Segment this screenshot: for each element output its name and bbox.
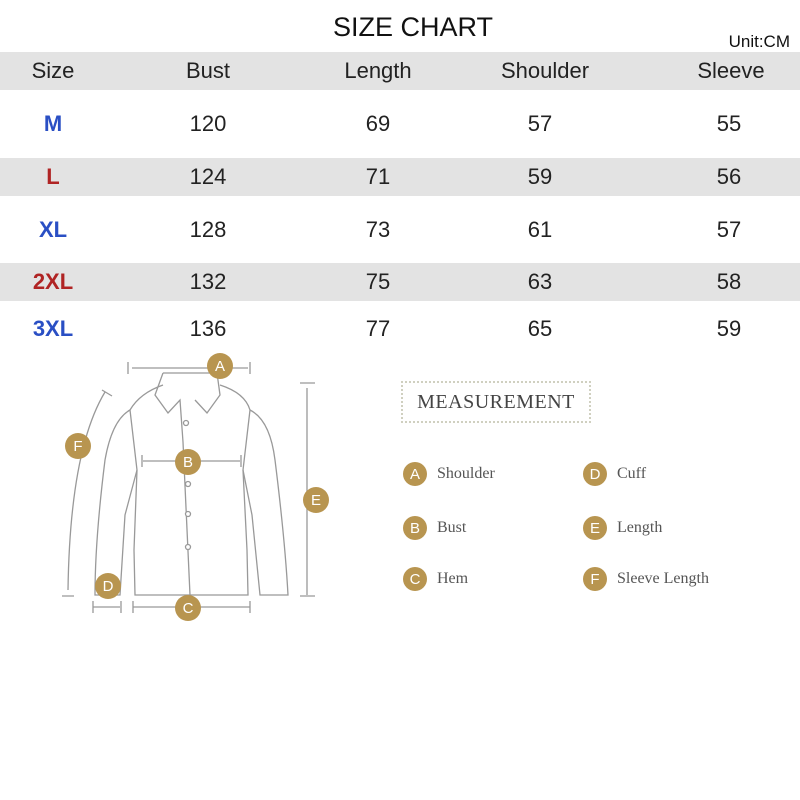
- diagram-badge-a: A: [207, 353, 233, 379]
- legend-badge: B: [403, 516, 427, 540]
- header-size: Size: [31, 58, 75, 83]
- legend-badge: C: [403, 567, 427, 591]
- legend-badge: F: [583, 567, 607, 591]
- value-cell: 120: [189, 111, 227, 136]
- value-cell: 58: [716, 269, 742, 294]
- legend-badge: D: [583, 462, 607, 486]
- value-cell: 57: [716, 217, 742, 242]
- value-cell: 63: [527, 269, 553, 294]
- legend-label: Length: [617, 519, 663, 536]
- legend-item-cuff: D Cuff: [583, 462, 646, 486]
- value-cell: 59: [527, 164, 553, 189]
- table-row: L 124 71 59 56: [0, 158, 800, 196]
- table-header: Size Bust Length Shoulder Sleeve: [0, 52, 800, 90]
- table-row: 3XL 136 77 65 59: [0, 310, 800, 348]
- legend-item-sleeve-length: F Sleeve Length: [583, 567, 709, 591]
- value-cell: 75: [365, 269, 391, 294]
- value-cell: 136: [189, 316, 227, 341]
- page-title: SIZE CHART: [332, 12, 494, 42]
- legend-label: Bust: [437, 519, 467, 536]
- shirt-outline: [94, 372, 289, 596]
- unit-label: Unit:CM: [728, 32, 790, 51]
- size-cell: 2XL: [32, 269, 74, 294]
- legend-badge: A: [403, 462, 427, 486]
- shirt-diagram: [62, 362, 315, 613]
- value-cell: 132: [189, 269, 227, 294]
- header-sleeve: Sleeve: [697, 58, 765, 83]
- table-row: 2XL 132 75 63 58: [0, 263, 800, 301]
- header-shoulder: Shoulder: [500, 58, 590, 83]
- legend-label: Cuff: [617, 465, 647, 482]
- legend-item-hem: C Hem: [403, 567, 468, 591]
- value-cell: 128: [189, 217, 227, 242]
- size-cell: M: [43, 111, 63, 136]
- value-cell: 69: [365, 111, 391, 136]
- diagram-badge-d: D: [95, 573, 121, 599]
- diagram-badge-c: C: [175, 595, 201, 621]
- legend-label: Shoulder: [437, 465, 495, 482]
- value-cell: 65: [527, 316, 553, 341]
- value-cell: 57: [527, 111, 553, 136]
- size-cell: L: [46, 164, 60, 189]
- diagram-badge-b: B: [175, 449, 201, 475]
- legend-label: Hem: [437, 570, 469, 587]
- table-row: M 120 69 57 55: [0, 105, 800, 143]
- header-length: Length: [344, 58, 412, 83]
- table-row: XL 128 73 61 57: [0, 211, 800, 249]
- value-cell: 73: [365, 217, 391, 242]
- legend-badge: E: [583, 516, 607, 540]
- value-cell: 71: [365, 164, 391, 189]
- value-cell: 124: [189, 164, 227, 189]
- size-cell: 3XL: [32, 316, 74, 341]
- measurement-title: MEASUREMENT: [401, 381, 591, 423]
- value-cell: 56: [716, 164, 742, 189]
- legend-item-bust: B Bust: [403, 516, 466, 540]
- value-cell: 61: [527, 217, 553, 242]
- value-cell: 59: [716, 316, 742, 341]
- value-cell: 77: [365, 316, 391, 341]
- legend-item-length: E Length: [583, 516, 662, 540]
- size-cell: XL: [38, 217, 68, 242]
- diagram-badge-e: E: [303, 487, 329, 513]
- diagram-badge-f: F: [65, 433, 91, 459]
- value-cell: 55: [716, 111, 742, 136]
- header-bust: Bust: [185, 58, 231, 83]
- legend-label: Sleeve Length: [617, 570, 709, 587]
- legend-item-shoulder: A Shoulder: [403, 462, 495, 486]
